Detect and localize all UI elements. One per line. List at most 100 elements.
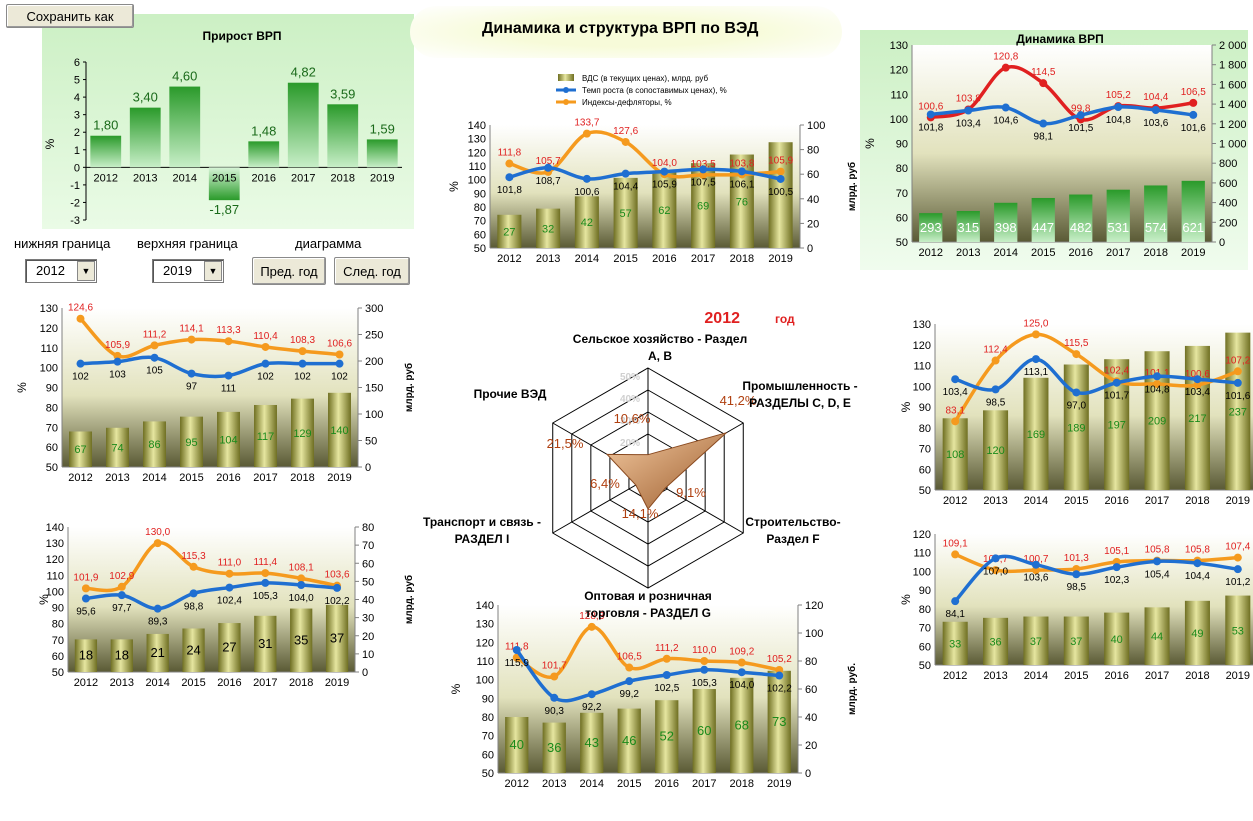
- blue-point: [261, 359, 270, 368]
- blue-label: 103,4: [956, 119, 981, 130]
- bar-label: 237: [1229, 406, 1247, 418]
- y2-tick-label: 150: [365, 383, 383, 395]
- y-tick-label: 70: [482, 731, 494, 743]
- x-tick-label: 2016: [252, 172, 276, 184]
- blue-label: 107,0: [983, 566, 1008, 577]
- x-tick-label: 2017: [1106, 247, 1130, 259]
- orange-point: [776, 167, 785, 176]
- next-year-button[interactable]: След. год: [334, 257, 410, 285]
- y2-tick-label: 20: [805, 740, 817, 752]
- x-tick-label: 2016: [1104, 495, 1128, 507]
- blue-point: [621, 169, 630, 178]
- chevron-down-icon[interactable]: ▼: [77, 261, 95, 281]
- y2-axis-label: млрд. руб: [403, 575, 415, 624]
- blue-label: 98,8: [184, 601, 204, 612]
- bar-label: 32: [542, 223, 554, 235]
- bar-label: 531: [1107, 220, 1129, 235]
- blue-point: [1193, 375, 1202, 384]
- y-tick-label: 80: [52, 619, 64, 631]
- orange-point: [297, 574, 306, 583]
- bar: [1184, 600, 1210, 665]
- bar: [90, 135, 122, 168]
- blue-label: 97: [186, 382, 198, 393]
- bar-label: 68: [735, 717, 749, 732]
- bar-label: 46: [622, 733, 636, 748]
- blue-point: [1039, 119, 1048, 128]
- chart-title: Прирост ВРП: [202, 29, 281, 43]
- blue-point: [737, 167, 746, 176]
- x-tick-label: 2018: [289, 677, 313, 689]
- orange-label: 115,5: [1064, 338, 1089, 349]
- bar: [180, 416, 203, 467]
- save-as-button[interactable]: Сохранить как: [6, 4, 134, 28]
- y-tick-label: 5: [74, 75, 80, 87]
- orange-series-line: [515, 625, 780, 680]
- orange-point: [298, 347, 307, 356]
- orange-label: 111,4: [254, 557, 278, 568]
- blue-label: 105,9: [652, 180, 677, 191]
- blue-label: 89,3: [148, 617, 168, 628]
- radar-category-label: Прочие ВЭД: [474, 387, 547, 401]
- bar: [74, 639, 98, 672]
- bar-label: 120: [986, 445, 1004, 457]
- lower-bound-select[interactable]: 2012 ▼: [25, 259, 97, 283]
- trade-chart: 140 130 120 110 100 90 80 70 60 50 120 100 80 60 40 20 0…: [449, 600, 858, 790]
- bar: [956, 210, 980, 242]
- radar-value-label: 14,1%: [622, 506, 659, 521]
- blue-label: 90,3: [545, 706, 565, 717]
- blue-label: 102: [294, 372, 311, 383]
- bar: [652, 171, 677, 248]
- x-tick-label: 2012: [94, 172, 118, 184]
- y2-tick-label: 300: [365, 303, 383, 315]
- y2-tick-label: 60: [807, 169, 819, 181]
- agriculture-chart: 130 120 110 100 90 80 70 60 50 300 250 200 150 100 50 0…: [15, 303, 415, 484]
- blue-label: 104,4: [613, 182, 638, 193]
- y2-tick-label: 2 000: [1219, 40, 1247, 52]
- y-tick-label: 140: [46, 522, 64, 534]
- data-label: -1,87: [209, 202, 239, 217]
- x-tick-label: 2019: [767, 778, 791, 790]
- y-tick-label: 100: [46, 586, 64, 598]
- bar-label: 18: [115, 648, 129, 663]
- orange-label: 112,4: [983, 345, 1008, 356]
- y2-tick-label: 80: [362, 522, 374, 534]
- red-label: 104,4: [1143, 92, 1168, 103]
- orange-point: [587, 622, 596, 631]
- upper-bound-value: 2019: [163, 263, 192, 278]
- bar: [536, 208, 561, 248]
- bar: [655, 700, 679, 773]
- bar-label: 129: [293, 428, 311, 440]
- orange-label: 101,9: [73, 572, 98, 583]
- bar: [580, 712, 604, 773]
- orange-point: [737, 658, 746, 667]
- bar: [325, 604, 349, 672]
- x-tick-label: 2012: [943, 495, 967, 507]
- radar-value-label: 21,5%: [547, 436, 584, 451]
- blue-label: 95,6: [76, 607, 96, 618]
- orange-point: [1153, 379, 1162, 388]
- y-axis-label: %: [863, 138, 877, 149]
- blue-point: [1031, 560, 1040, 569]
- orange-label: 115,3: [181, 551, 206, 562]
- upper-bound-select[interactable]: 2019 ▼: [152, 259, 224, 283]
- y2-tick-label: 0: [362, 667, 368, 679]
- y-tick-label: 90: [46, 383, 58, 395]
- blue-label: 104,8: [1106, 115, 1131, 126]
- prev-year-button[interactable]: Пред. год: [252, 257, 326, 285]
- bar: [106, 427, 129, 467]
- y-tick-label: 110: [913, 548, 931, 560]
- legend-label: ВДС (в текущих ценах), млрд. руб: [582, 74, 709, 83]
- blue-label: 101,7: [1104, 391, 1129, 402]
- orange-label: 128,3: [579, 611, 604, 622]
- y-tick-label: 4: [74, 92, 80, 104]
- blue-label: 97,7: [112, 603, 132, 614]
- lower-bound-label: нижняя граница: [14, 236, 111, 251]
- bar-label: 104: [219, 434, 237, 446]
- y2-tick-label: 50: [365, 436, 377, 448]
- blue-label: 103,6: [1143, 118, 1168, 129]
- bar: [942, 418, 968, 490]
- blue-label: 107,5: [691, 177, 716, 188]
- chevron-down-icon[interactable]: ▼: [204, 261, 222, 281]
- y-tick-label: 0: [74, 162, 80, 174]
- bar: [730, 677, 754, 773]
